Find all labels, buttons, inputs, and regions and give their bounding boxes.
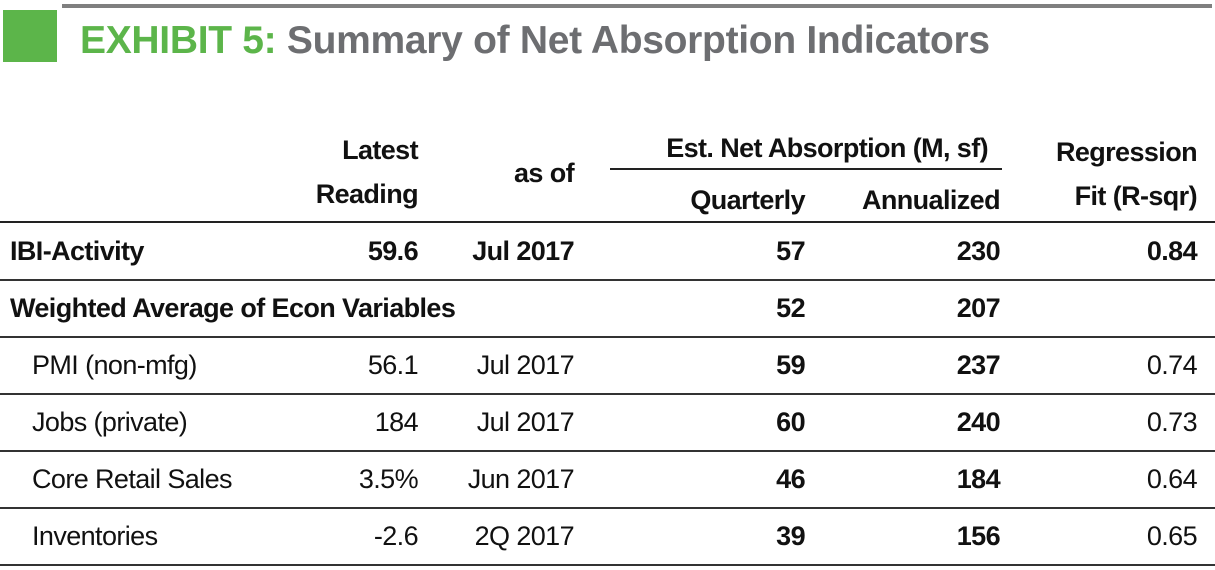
- quarterly-cell: 57: [776, 236, 805, 266]
- latest-reading-cell: 3.5%: [358, 464, 419, 494]
- row-label: Jobs (private): [32, 407, 188, 437]
- quarterly-cell: 52: [776, 293, 805, 323]
- latest-reading-cell: 59.6: [367, 236, 419, 266]
- header-rule: [0, 221, 1215, 223]
- title: EXHIBIT 5: Summary of Net Absorption Ind…: [80, 16, 990, 66]
- title-square: [3, 10, 57, 62]
- quarterly-cell: 46: [776, 464, 805, 494]
- as-of-cell: Jul 2017: [472, 236, 574, 266]
- top-rule: [62, 4, 1212, 8]
- latest-reading-cell: 56.1: [367, 350, 419, 380]
- header-line: Fit (R-sqr): [1074, 181, 1198, 211]
- row-rule: [0, 450, 1215, 452]
- annualized-cell: 230: [956, 236, 1001, 266]
- header-quarterly: Quarterly: [690, 185, 805, 215]
- regression-fit-cell: 0.64: [1146, 464, 1198, 494]
- header-as-of: as of: [513, 158, 575, 188]
- annualized-cell: 156: [956, 521, 1001, 551]
- header-latest: Latest Reading: [315, 128, 419, 216]
- annualized-cell: 207: [956, 293, 1001, 323]
- annualized-cell: 237: [956, 350, 1001, 380]
- header-annualized: Annualized: [861, 185, 1001, 215]
- quarterly-cell: 60: [776, 407, 805, 437]
- header-line: Latest: [342, 135, 419, 165]
- regression-fit-cell: 0.74: [1146, 350, 1198, 380]
- row-label: PMI (non-mfg): [32, 350, 197, 380]
- header-group: Est. Net Absorption (M, sf): [666, 133, 988, 163]
- header-line: Regression: [1055, 137, 1198, 167]
- row-rule: [0, 279, 1215, 281]
- row-rule: [0, 564, 1215, 566]
- header-regression: Regression Fit (R-sqr): [1055, 130, 1198, 218]
- regression-fit-cell: 0.84: [1146, 236, 1198, 266]
- row-rule: [0, 393, 1215, 395]
- title-text: Summary of Net Absorption Indicators: [286, 19, 990, 62]
- row-rule: [0, 507, 1215, 509]
- row-label: Inventories: [32, 521, 158, 551]
- group-rule: [610, 168, 1002, 170]
- as-of-cell: Jun 2017: [467, 464, 575, 494]
- regression-fit-cell: 0.65: [1146, 521, 1198, 551]
- latest-reading-cell: 184: [374, 407, 419, 437]
- header-line: Reading: [315, 179, 419, 209]
- quarterly-cell: 39: [776, 521, 805, 551]
- quarterly-cell: 59: [776, 350, 805, 380]
- row-rule: [0, 336, 1215, 338]
- annualized-cell: 240: [956, 407, 1001, 437]
- row-label: Weighted Average of Econ Variables: [10, 293, 456, 323]
- title-label: EXHIBIT 5:: [80, 19, 277, 62]
- as-of-cell: Jul 2017: [476, 350, 575, 380]
- as-of-cell: 2Q 2017: [474, 521, 575, 551]
- as-of-cell: Jul 2017: [476, 407, 575, 437]
- row-label: Core Retail Sales: [32, 464, 233, 494]
- annualized-cell: 184: [956, 464, 1001, 494]
- regression-fit-cell: 0.73: [1146, 407, 1198, 437]
- latest-reading-cell: -2.6: [373, 521, 419, 551]
- row-label: IBI-Activity: [10, 236, 144, 266]
